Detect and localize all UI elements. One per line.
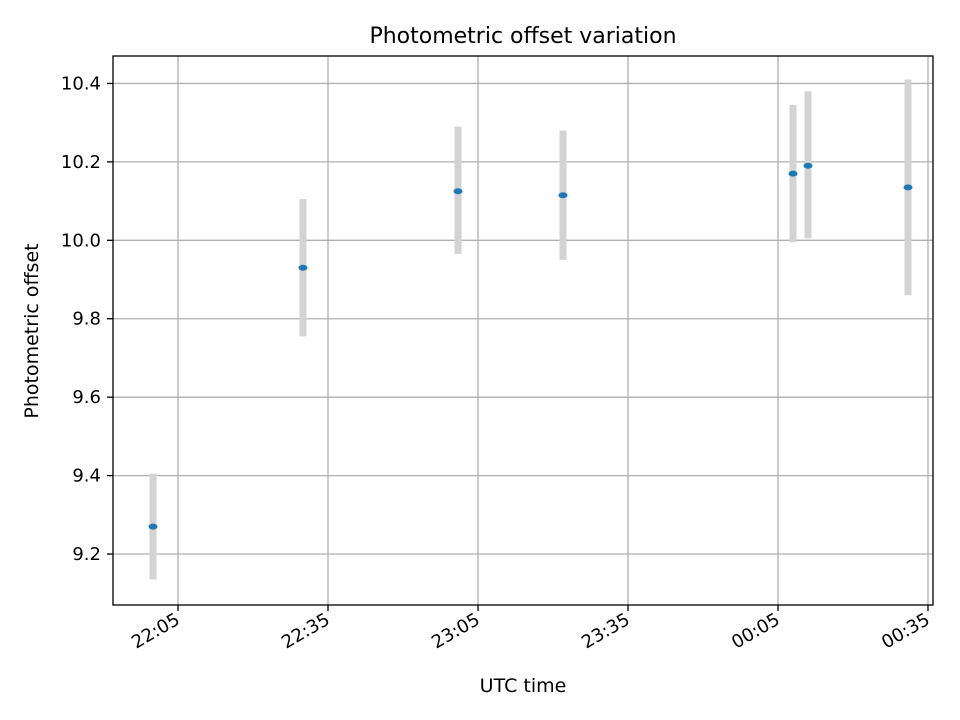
data-point [803,162,813,169]
y-tick-label: 10.0 [61,230,101,251]
y-tick-label: 10.4 [61,73,101,94]
y-tick-label: 9.4 [72,466,101,487]
data-point [148,523,158,530]
y-axis-label: Photometric offset [21,243,43,418]
plot-frame [112,55,934,606]
data-point [298,264,308,271]
data-point [453,188,463,195]
data-point [558,192,568,199]
data-points [148,162,913,530]
data-point [903,184,913,191]
chart-title: Photometric offset variation [369,24,676,49]
grid [113,56,933,605]
y-tick-label: 9.6 [72,387,101,408]
data-point [788,170,798,177]
y-tick-label: 9.8 [72,309,101,330]
y-tick-label: 9.2 [72,544,101,565]
y-tick-label: 10.2 [61,152,101,173]
x-axis-label: UTC time [480,675,567,697]
